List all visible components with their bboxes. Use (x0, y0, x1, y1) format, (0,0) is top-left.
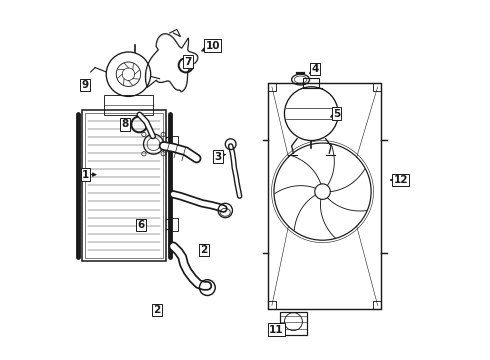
Bar (373, 301, 381, 309)
Text: 2: 2 (200, 245, 207, 255)
Text: 8: 8 (121, 120, 128, 129)
Text: 10: 10 (205, 41, 220, 50)
Text: 6: 6 (137, 220, 145, 230)
Bar (85, 113, 163, 258)
Bar (169, 218, 177, 231)
Bar (303, 78, 319, 88)
Bar (82, 110, 166, 261)
Text: 4: 4 (311, 64, 318, 74)
Bar (269, 83, 276, 91)
Bar (269, 301, 276, 309)
Bar (269, 83, 381, 309)
Text: 9: 9 (81, 80, 88, 90)
Text: 1: 1 (82, 170, 89, 180)
Text: 12: 12 (394, 175, 408, 185)
Text: 5: 5 (333, 109, 340, 119)
Text: 11: 11 (269, 325, 283, 334)
Bar (280, 312, 307, 335)
Bar (169, 136, 177, 149)
Text: 3: 3 (215, 152, 222, 162)
Bar (373, 83, 381, 91)
Bar (104, 95, 153, 115)
Text: 7: 7 (184, 57, 191, 67)
Text: 2: 2 (153, 305, 161, 315)
